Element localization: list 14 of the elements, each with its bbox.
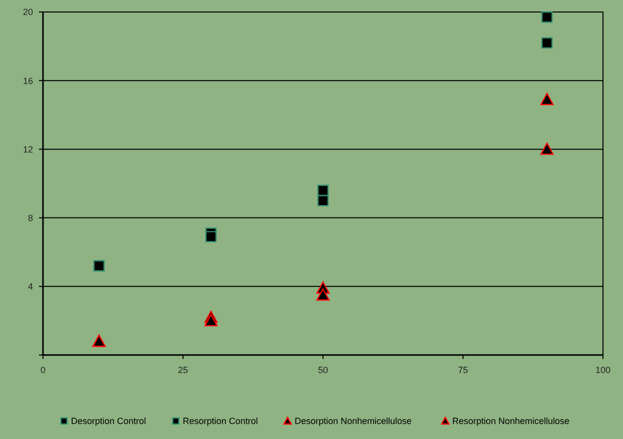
y-tick-label: 8 — [28, 212, 33, 223]
y-tick-label: 20 — [22, 7, 33, 18]
x-tick-label: 50 — [318, 365, 328, 375]
y-tick-label: 4 — [28, 282, 33, 292]
legend-label: Resorption Nonhemicellulose — [452, 416, 570, 426]
x-tick-label: 0 — [40, 365, 46, 375]
x-tick-label: 25 — [178, 365, 188, 375]
legend-label: Desorption Control — [71, 416, 146, 426]
y-tick-label: 12 — [22, 144, 33, 154]
legend-label: Desorption Nonhemicellulose — [294, 416, 412, 426]
y-tick-label: 16 — [22, 76, 33, 86]
x-tick-label: 100 — [595, 365, 611, 375]
legend-label: Resorption Control — [182, 416, 258, 426]
x-tick-label: 75 — [458, 365, 468, 375]
